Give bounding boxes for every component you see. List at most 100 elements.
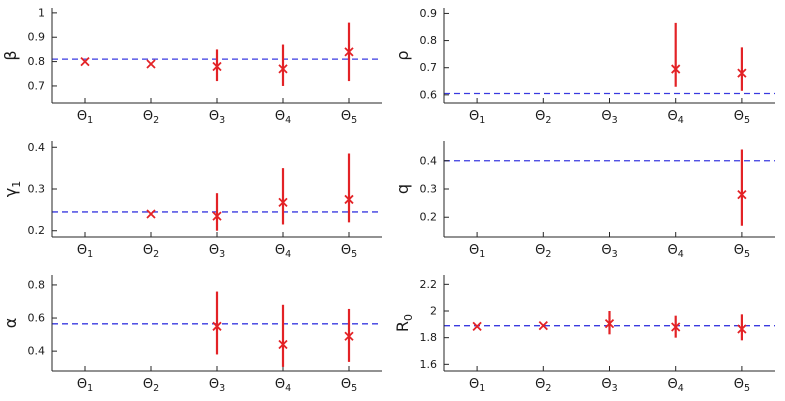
chart-rho: 0.6 0.7 0.8 0.9 Θ1 Θ2 Θ3 Θ4 Θ5 ρ: [393, 7, 775, 126]
data-points: [472, 311, 747, 341]
y-tick-label: 0.8: [28, 278, 46, 291]
x-tick-label: Θ4: [668, 109, 684, 126]
x-tick-label: Θ1: [77, 377, 93, 394]
x-tick-label: Θ5: [341, 243, 357, 260]
x-marker: [344, 194, 354, 205]
x-marker: [737, 68, 747, 78]
y-tick-label: 1.8: [420, 331, 438, 344]
x-marker: [146, 59, 156, 69]
x-tick-label: Θ1: [469, 377, 485, 394]
x-marker: [80, 56, 90, 67]
y-tick-label: 0.6: [28, 312, 46, 325]
y-tick-label: 0.3: [28, 183, 46, 196]
data-points: [671, 22, 747, 91]
y-tick-label: 0.4: [420, 154, 438, 167]
x-marker: [671, 322, 681, 332]
x-tick-label: Θ4: [275, 243, 291, 260]
x-tick-label: Θ1: [469, 243, 485, 260]
y-tick-label: 0.4: [28, 345, 46, 358]
x-tick-label: Θ4: [668, 243, 684, 260]
x-tick-label: Θ3: [601, 377, 617, 394]
y-axis-label: R0: [393, 314, 415, 332]
y-tick-label: 0.2: [28, 224, 46, 237]
y-tick-label: 2.2: [420, 278, 438, 291]
x-tick-label: Θ2: [143, 377, 159, 394]
x-marker: [472, 321, 482, 331]
y-tick-label: 0.3: [420, 183, 438, 196]
y-axis-label: γ1: [1, 181, 23, 197]
y-tick-label: 2: [430, 305, 437, 318]
y-tick-label: 0.8: [420, 34, 438, 47]
x-tick-label: Θ5: [734, 243, 750, 260]
chart-R0: 1.6 1.8 2 2.2 Θ1 Θ2 Θ3 Θ4 Θ5 R0: [393, 275, 775, 394]
x-marker: [344, 47, 354, 57]
x-marker: [278, 64, 288, 74]
axes: 1.6 1.8 2 2.2 Θ1 Θ2 Θ3 Θ4 Θ5: [420, 275, 775, 394]
x-marker: [212, 321, 222, 331]
y-tick-label: 0.8: [28, 55, 46, 68]
x-tick-label: Θ2: [535, 377, 551, 394]
x-tick-label: Θ3: [601, 109, 617, 126]
x-marker: [278, 197, 288, 207]
data-points: [212, 291, 354, 367]
x-tick-label: Θ5: [734, 377, 750, 394]
y-tick-label: 0.4: [28, 141, 46, 154]
x-marker: [671, 64, 681, 74]
data-points: [146, 153, 354, 231]
x-tick-label: Θ3: [209, 243, 225, 260]
x-tick-label: Θ1: [469, 109, 485, 126]
chart-beta: 0.7 0.8 0.9 1 Θ1 Θ2 Θ3 Θ4 Θ5 β: [1, 6, 382, 126]
subplot-beta: 0.7 0.8 0.9 1 Θ1 Θ2 Θ3 Θ4 Θ5 β: [0, 0, 392, 133]
x-marker: [212, 61, 222, 72]
x-tick-label: Θ4: [275, 109, 291, 126]
x-marker: [146, 209, 156, 219]
x-marker: [212, 211, 222, 221]
x-tick-label: Θ1: [77, 109, 93, 126]
y-tick-label: 0.9: [28, 31, 46, 44]
axes: 0.2 0.3 0.4 Θ1 Θ2 Θ3 Θ4 Θ5: [28, 141, 382, 260]
x-marker: [737, 324, 747, 334]
x-tick-label: Θ2: [143, 109, 159, 126]
subplot-rho: 0.6 0.7 0.8 0.9 Θ1 Θ2 Θ3 Θ4 Θ5 ρ: [392, 0, 785, 133]
y-axis-label: q: [393, 184, 412, 194]
x-tick-label: Θ2: [535, 109, 551, 126]
x-marker: [344, 331, 354, 341]
y-tick-label: 0.7: [420, 61, 438, 74]
x-tick-label: Θ3: [209, 109, 225, 126]
y-tick-label: 0.6: [420, 88, 438, 101]
x-tick-label: Θ4: [275, 377, 291, 394]
x-tick-label: Θ2: [535, 243, 551, 260]
subplot-q: 0.2 0.3 0.4 Θ1 Θ2 Θ3 Θ4 Θ5 q: [392, 133, 785, 267]
subplot-alpha: 0.4 0.6 0.8 Θ1 Θ2 Θ3 Θ4 Θ5 α: [0, 267, 392, 401]
x-marker: [538, 321, 548, 331]
subplot-R0: 1.6 1.8 2 2.2 Θ1 Θ2 Θ3 Θ4 Θ5 R0: [392, 267, 785, 401]
axes: 0.6 0.7 0.8 0.9 Θ1 Θ2 Θ3 Θ4 Θ5: [420, 7, 775, 126]
y-tick-label: 0.9: [420, 7, 438, 20]
x-tick-label: Θ5: [341, 109, 357, 126]
x-tick-label: Θ5: [734, 109, 750, 126]
y-tick-label: 1.6: [420, 358, 438, 371]
x-tick-label: Θ5: [341, 377, 357, 394]
axes: 0.4 0.6 0.8 Θ1 Θ2 Θ3 Θ4 Θ5: [28, 275, 382, 394]
axes: 0.2 0.3 0.4 Θ1 Θ2 Θ3 Θ4 Θ5: [420, 141, 775, 260]
y-tick-label: 1: [38, 6, 45, 19]
x-tick-label: Θ3: [601, 243, 617, 260]
chart-gamma1: 0.2 0.3 0.4 Θ1 Θ2 Θ3 Θ4 Θ5 γ1: [1, 141, 382, 260]
y-axis-label: β: [1, 50, 20, 60]
chart-q: 0.2 0.3 0.4 Θ1 Θ2 Θ3 Θ4 Θ5 q: [393, 141, 775, 260]
y-axis-label: α: [1, 318, 20, 329]
y-tick-label: 0.2: [420, 211, 438, 224]
chart-alpha: 0.4 0.6 0.8 Θ1 Θ2 Θ3 Θ4 Θ5 α: [1, 275, 382, 394]
y-tick-label: 0.7: [28, 79, 46, 92]
x-tick-label: Θ1: [77, 243, 93, 260]
x-tick-label: Θ3: [209, 377, 225, 394]
x-tick-label: Θ2: [143, 243, 159, 260]
x-marker: [604, 319, 615, 329]
data-points: [80, 22, 354, 86]
data-points: [737, 149, 747, 226]
y-axis-label: ρ: [393, 50, 412, 60]
x-marker: [278, 339, 288, 350]
x-tick-label: Θ4: [668, 377, 684, 394]
axes: 0.7 0.8 0.9 1 Θ1 Θ2 Θ3 Θ4 Θ5: [28, 6, 382, 126]
